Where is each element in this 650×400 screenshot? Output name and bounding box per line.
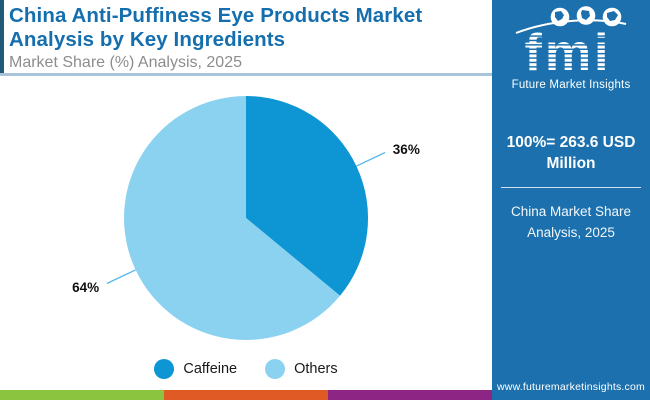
fmi-logo-letters: fmi — [525, 24, 612, 74]
legend-label: Others — [294, 361, 338, 377]
footer-bar-segment — [0, 390, 164, 400]
pie-slice-caffeine — [246, 96, 369, 296]
footer-bar-segment — [328, 390, 492, 400]
footer-bar-segment — [164, 390, 328, 400]
fmi-logo: fmi Future Market Insights — [508, 6, 634, 91]
footer-color-bar — [0, 390, 492, 400]
slice-value-label: 64% — [72, 280, 99, 295]
leader-line-caffeine — [356, 151, 386, 167]
pie-chart: 36% 64% — [72, 96, 420, 340]
header: China Anti-Puffiness Eye Products Market… — [9, 4, 491, 72]
globe-icon — [602, 7, 622, 27]
market-size-stat: 100%= 263.6 USD Million — [506, 134, 636, 172]
website-link[interactable]: www.futuremarketinsights.com — [497, 381, 645, 393]
page-subtitle: Market Share (%) Analysis, 2025 — [9, 54, 242, 72]
sidebar-divider — [501, 186, 641, 189]
globe-icon — [550, 7, 570, 27]
legend-label: Caffeine — [183, 361, 238, 377]
sidebar-caption: China Market Share Analysis, 2025 — [510, 204, 632, 240]
globe-icon — [576, 6, 596, 25]
fmi-logo-art: fmi — [515, 6, 627, 82]
brand-sidebar: fmi Future Market Insights 100%= 263.6 U… — [492, 0, 650, 400]
page-title: China Anti-Puffiness Eye Products Market… — [9, 4, 423, 52]
legend-item-others: Others — [265, 359, 338, 379]
leader-line-others — [106, 269, 136, 285]
slice-value-label: 36% — [393, 142, 420, 157]
chart-legend: Caffeine Others — [0, 359, 492, 379]
left-accent-bar — [0, 0, 4, 73]
fmi-logo-tagline: Future Market Insights — [511, 79, 631, 91]
legend-item-caffeine: Caffeine — [154, 359, 237, 379]
legend-swatch-icon — [265, 359, 286, 379]
legend-swatch-icon — [154, 359, 175, 379]
pie-slice-others — [124, 96, 340, 340]
header-divider — [0, 73, 492, 76]
